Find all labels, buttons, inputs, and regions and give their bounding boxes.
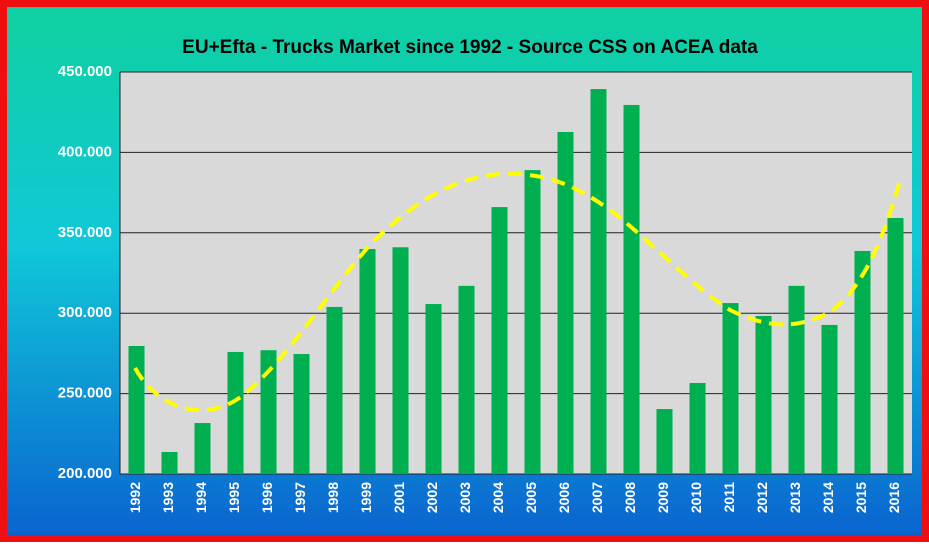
bar: [755, 315, 772, 474]
x-tick-label: 1993: [160, 482, 176, 513]
x-tick-label: 2008: [622, 482, 638, 513]
bar: [788, 285, 805, 474]
bar: [392, 247, 409, 474]
x-tick-label: 2007: [589, 482, 605, 513]
x-tick-label: 1997: [292, 482, 308, 513]
x-tick-label: 1996: [259, 482, 275, 513]
bar: [425, 304, 442, 474]
x-tick-label: 2006: [556, 482, 572, 513]
x-tick-label: 2016: [886, 482, 902, 513]
x-tick-label: 2011: [721, 482, 737, 513]
bar: [260, 350, 277, 474]
bar: [656, 409, 673, 474]
x-tick-label: 1999: [358, 482, 374, 513]
y-tick-label: 250.000: [58, 385, 112, 402]
bar: [293, 354, 310, 474]
x-tick-label: 2001: [391, 482, 407, 513]
bar: [689, 382, 706, 474]
bar: [524, 170, 541, 474]
bar: [458, 285, 475, 474]
x-tick-label: 2014: [820, 482, 836, 513]
x-tick-label: 2009: [655, 482, 671, 513]
bar: [623, 104, 640, 475]
x-tick-label: 2013: [787, 482, 803, 513]
bar: [161, 451, 178, 474]
bar: [854, 250, 871, 474]
y-tick-label: 450.000: [58, 63, 112, 80]
y-tick-label: 300.000: [58, 304, 112, 321]
bar: [194, 423, 211, 474]
x-tick-label: 1998: [325, 482, 341, 513]
bar: [887, 218, 904, 474]
bar: [590, 89, 607, 474]
bar: [491, 207, 508, 474]
x-tick-label: 2003: [457, 482, 473, 513]
y-tick-label: 350.000: [58, 224, 112, 241]
x-tick-label: 2005: [523, 482, 539, 513]
trend-line: [133, 171, 902, 413]
x-tick-label: 1992: [127, 482, 143, 513]
y-tick-label: 200.000: [58, 465, 112, 482]
bar: [128, 346, 145, 474]
x-tick-label: 2012: [754, 482, 770, 513]
plot-area: [120, 72, 912, 474]
chart-title: EU+Efta - Trucks Market since 1992 - Sou…: [182, 37, 758, 58]
x-tick-label: 1995: [226, 482, 242, 513]
x-tick-label: 2015: [853, 482, 869, 513]
bar: [359, 249, 376, 474]
bar: [326, 306, 343, 474]
x-tick-label: 2010: [688, 482, 704, 513]
x-tick-label: 2004: [490, 482, 506, 513]
x-tick-label: 2002: [424, 482, 440, 513]
bar: [227, 351, 244, 474]
y-tick-label: 400.000: [58, 143, 112, 160]
x-tick-label: 1994: [193, 482, 209, 513]
bar: [821, 324, 838, 474]
bar: [557, 131, 574, 474]
bar: [722, 303, 739, 474]
